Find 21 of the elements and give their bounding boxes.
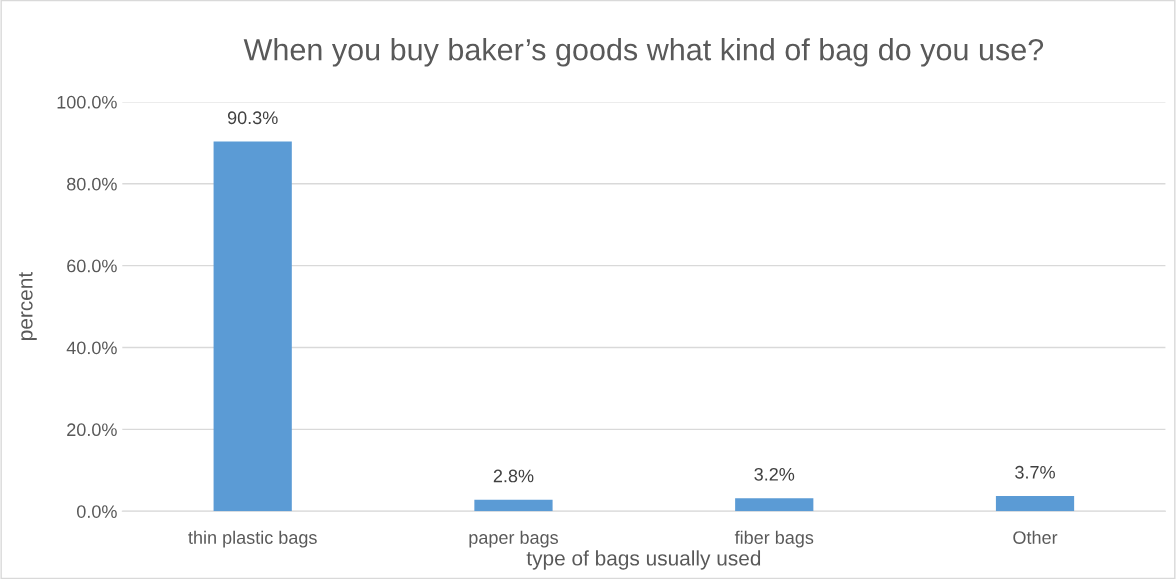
x-tick-label: thin plastic bags	[188, 530, 317, 548]
y-tick-label: 0.0%	[77, 505, 117, 518]
bar	[995, 496, 1075, 512]
bar	[474, 499, 553, 512]
y-tick-label: 20.0%	[67, 423, 117, 437]
data-label: 3.7%	[1015, 465, 1055, 479]
y-tick-label: 80.0%	[67, 177, 117, 191]
x-tick-label: Other	[1013, 530, 1058, 544]
chart-title: When you buy baker’s goods what kind of bag do you use?	[243, 38, 1044, 67]
data-label: 3.2%	[754, 467, 795, 481]
x-tick-label: fiber bags	[734, 530, 814, 548]
y-axis-title: percent	[18, 271, 37, 340]
bar	[735, 498, 814, 512]
y-tick-label: 60.0%	[67, 259, 117, 273]
bar	[213, 141, 292, 512]
x-tick-label: paper bags	[469, 530, 558, 548]
data-label: 90.3%	[227, 111, 278, 125]
y-tick-label: 40.0%	[66, 341, 117, 355]
x-axis-title: type of bags usually used	[526, 550, 761, 570]
y-tick-label: 100.0%	[57, 95, 117, 109]
data-label: 2.8%	[493, 469, 534, 483]
